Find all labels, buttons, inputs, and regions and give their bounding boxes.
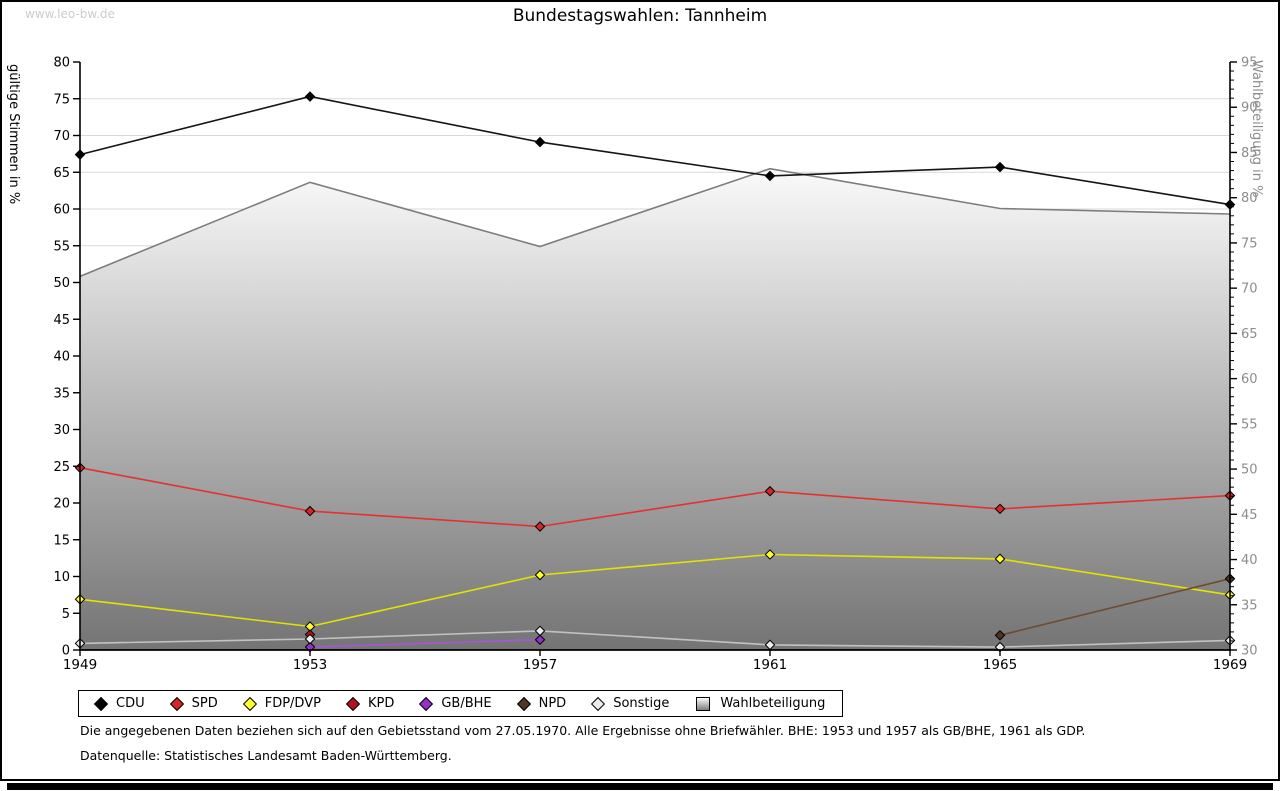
svg-text:60: 60 xyxy=(53,203,70,218)
svg-text:80: 80 xyxy=(53,56,70,71)
axis-titles: gültige Stimmen in % Wahlbeteiligung in % xyxy=(6,60,1264,204)
svg-text:0: 0 xyxy=(62,644,70,659)
svg-text:70: 70 xyxy=(53,129,70,144)
right-axis-ticks: 30 35 40 45 50 55 60 65 70 75 80 85 90 95 xyxy=(1230,56,1258,659)
svg-text:65: 65 xyxy=(53,166,70,181)
legend-label: SPD xyxy=(191,696,218,711)
series-line-cdu xyxy=(79,95,1231,206)
svg-text:65: 65 xyxy=(1241,327,1258,342)
legend-label: FDP/DVP xyxy=(264,696,321,711)
svg-text:75: 75 xyxy=(53,92,70,107)
legend-item-kpd: KPD xyxy=(345,696,395,711)
svg-text:25: 25 xyxy=(53,460,70,475)
legend-label: CDU xyxy=(116,696,145,711)
svg-text:40: 40 xyxy=(1241,553,1258,568)
series-line-npd xyxy=(999,577,1231,637)
series-markers-cdu xyxy=(74,91,1236,210)
footnote-gebietsstand: Die angegebenen Daten beziehen sich auf … xyxy=(80,723,1086,738)
series-line-gb-bhe xyxy=(309,638,541,648)
series-line-fdp-dvp xyxy=(79,553,1231,628)
turnout-area-swatch-icon xyxy=(696,696,711,711)
series-markers-fdp-dvp xyxy=(74,549,1236,632)
diamond-marker-icon xyxy=(242,696,257,711)
svg-text:80: 80 xyxy=(1241,191,1258,206)
legend-item-gb-bhe: GB/BHE xyxy=(419,696,492,711)
left-axis-title: gültige Stimmen in % xyxy=(6,64,21,204)
legend-label: Sonstige xyxy=(613,696,670,711)
x-axis-ticks: 1949 1953 1957 1961 1965 1969 xyxy=(63,650,1247,673)
svg-text:90: 90 xyxy=(1241,101,1258,116)
svg-text:95: 95 xyxy=(1241,56,1258,71)
svg-text:35: 35 xyxy=(53,386,70,401)
svg-text:45: 45 xyxy=(1241,508,1258,523)
left-axis-ticks: 0 5 10 15 20 25 30 35 40 45 50 55 60 65 70 75 80 xyxy=(53,56,80,659)
legend-label: GB/BHE xyxy=(441,696,492,711)
svg-text:45: 45 xyxy=(53,313,70,328)
diamond-marker-icon xyxy=(516,696,531,711)
diamond-marker-icon xyxy=(419,696,434,711)
svg-text:60: 60 xyxy=(1241,372,1258,387)
svg-text:75: 75 xyxy=(1241,236,1258,251)
svg-text:1957: 1957 xyxy=(523,657,557,673)
svg-text:1953: 1953 xyxy=(293,657,327,673)
svg-text:85: 85 xyxy=(1241,146,1258,161)
svg-text:1965: 1965 xyxy=(983,657,1017,673)
election-chart: 0 5 10 15 20 25 30 35 40 45 50 55 60 65 70 75 80 30 35 40 45… xyxy=(6,56,1264,674)
legend-item-spd: SPD xyxy=(169,696,218,711)
svg-text:5: 5 xyxy=(62,607,70,622)
bottom-bar xyxy=(7,783,1273,790)
page-title: Bundestagswahlen: Tannheim xyxy=(512,6,768,26)
svg-text:50: 50 xyxy=(1241,463,1258,478)
svg-text:30: 30 xyxy=(1241,644,1258,659)
legend-label: KPD xyxy=(367,696,395,711)
diamond-marker-icon xyxy=(345,696,361,711)
svg-text:1961: 1961 xyxy=(753,657,787,673)
diamond-marker-icon xyxy=(93,696,109,711)
svg-text:10: 10 xyxy=(53,570,70,585)
svg-text:70: 70 xyxy=(1241,282,1258,297)
series-line-sonstige xyxy=(79,630,1231,648)
svg-text:1949: 1949 xyxy=(63,657,97,673)
svg-text:55: 55 xyxy=(1241,417,1258,432)
right-axis-title: Wahlbeteiligung in % xyxy=(1249,60,1264,197)
series-line-spd xyxy=(79,466,1231,528)
svg-text:30: 30 xyxy=(53,423,70,438)
legend: CDU SPD FDP/DVP KPD GB/BHE NPD Sonstige Wahlbet… xyxy=(78,690,844,717)
watermark: www.leo-bw.de xyxy=(25,7,115,21)
legend-item-sonstige: Sonstige xyxy=(591,696,670,711)
legend-label: Wahlbeteiligung xyxy=(720,696,826,711)
diamond-marker-icon xyxy=(169,696,184,711)
svg-text:35: 35 xyxy=(1241,598,1258,613)
diamond-marker-icon xyxy=(591,696,606,711)
turnout-area xyxy=(79,167,1231,650)
legend-item-fdp-dvp: FDP/DVP xyxy=(242,696,321,711)
legend-item-npd: NPD xyxy=(516,696,567,711)
legend-label: NPD xyxy=(538,696,567,711)
svg-text:20: 20 xyxy=(53,497,70,512)
footnote-datenquelle: Datenquelle: Statistisches Landesamt Bad… xyxy=(80,748,452,763)
legend-item-cdu: CDU xyxy=(93,696,145,711)
svg-text:55: 55 xyxy=(53,239,70,254)
legend-item-wahlbeteiligung: Wahlbeteiligung xyxy=(696,696,825,711)
svg-text:1969: 1969 xyxy=(1213,657,1247,673)
svg-text:40: 40 xyxy=(53,350,70,365)
svg-text:15: 15 xyxy=(53,533,70,548)
svg-text:50: 50 xyxy=(53,276,70,291)
